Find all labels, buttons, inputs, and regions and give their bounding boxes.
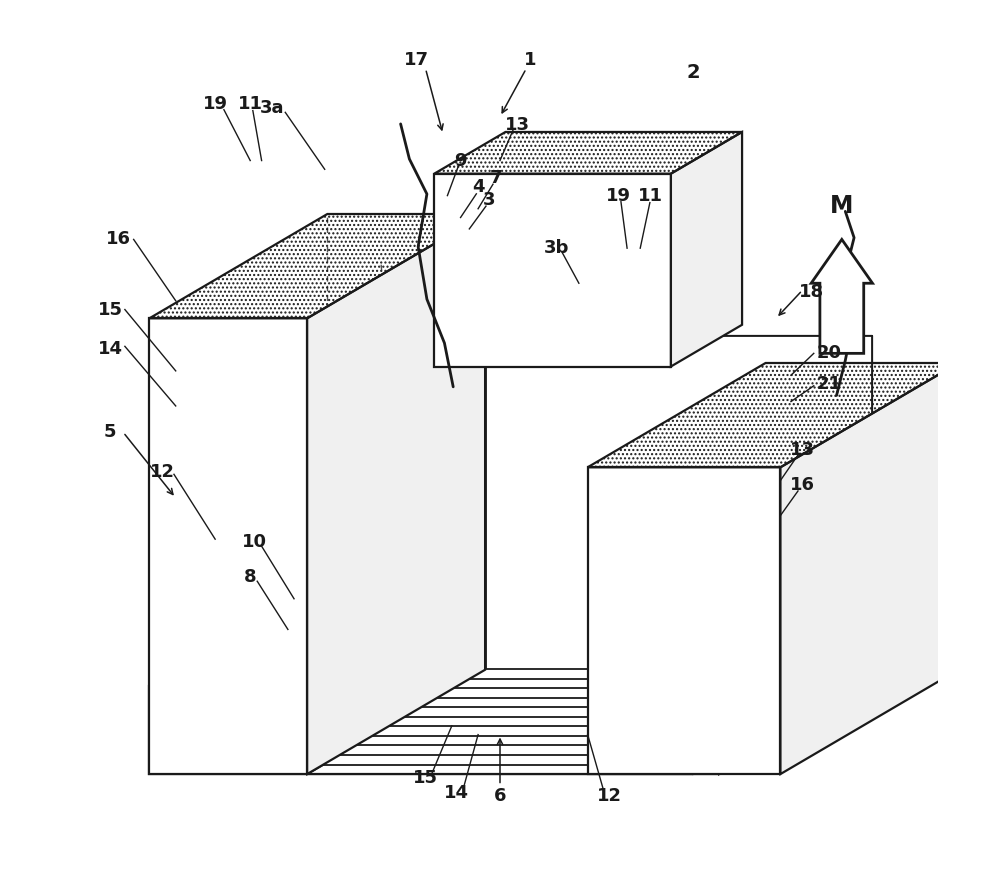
Text: M: M <box>830 193 854 218</box>
Polygon shape <box>421 365 823 374</box>
Polygon shape <box>470 346 855 678</box>
Polygon shape <box>372 403 758 736</box>
Polygon shape <box>725 413 742 755</box>
Text: 13: 13 <box>505 116 530 134</box>
Polygon shape <box>307 431 709 441</box>
Text: 5: 5 <box>104 423 116 441</box>
Text: 17: 17 <box>404 51 429 69</box>
Text: 16: 16 <box>790 475 815 494</box>
Polygon shape <box>405 384 790 717</box>
Polygon shape <box>839 346 855 688</box>
Text: 15: 15 <box>413 769 438 788</box>
Text: 18: 18 <box>799 283 824 301</box>
Text: 6: 6 <box>494 787 506 805</box>
Polygon shape <box>807 365 823 707</box>
Polygon shape <box>340 413 742 422</box>
Polygon shape <box>774 384 790 727</box>
Text: 13: 13 <box>790 441 815 459</box>
Polygon shape <box>811 239 872 354</box>
Polygon shape <box>454 346 855 355</box>
Text: 3: 3 <box>482 191 495 209</box>
Polygon shape <box>758 393 774 736</box>
Polygon shape <box>790 374 807 717</box>
Polygon shape <box>780 363 958 774</box>
Text: 4: 4 <box>472 178 484 196</box>
Polygon shape <box>149 318 307 774</box>
Polygon shape <box>323 422 725 431</box>
Polygon shape <box>588 467 780 774</box>
Text: 10: 10 <box>242 533 267 550</box>
Polygon shape <box>323 431 709 765</box>
Text: 20: 20 <box>816 344 841 363</box>
Polygon shape <box>719 573 912 774</box>
Polygon shape <box>149 573 912 686</box>
Polygon shape <box>437 355 839 365</box>
Polygon shape <box>470 336 872 346</box>
Polygon shape <box>855 336 872 678</box>
Text: 11: 11 <box>638 187 663 205</box>
Text: 7: 7 <box>489 169 502 187</box>
Text: 3b: 3b <box>544 239 570 258</box>
Text: 9: 9 <box>454 152 467 169</box>
Polygon shape <box>389 384 790 393</box>
Polygon shape <box>307 214 485 774</box>
Polygon shape <box>356 413 742 745</box>
Text: 14: 14 <box>444 784 469 803</box>
Text: 8: 8 <box>244 568 257 586</box>
Polygon shape <box>671 132 742 367</box>
Text: 11: 11 <box>238 94 263 113</box>
Polygon shape <box>454 355 839 688</box>
Polygon shape <box>356 403 758 413</box>
Text: 12: 12 <box>150 463 175 481</box>
Text: 3a: 3a <box>260 99 284 117</box>
Polygon shape <box>421 374 807 707</box>
Text: 19: 19 <box>203 94 228 113</box>
Polygon shape <box>340 422 725 755</box>
Polygon shape <box>149 686 719 774</box>
Polygon shape <box>693 431 709 774</box>
Polygon shape <box>437 365 823 698</box>
Polygon shape <box>486 336 872 669</box>
Polygon shape <box>434 174 671 367</box>
Text: 19: 19 <box>606 187 631 205</box>
Text: 21: 21 <box>816 375 841 393</box>
Text: 15: 15 <box>97 301 122 318</box>
Polygon shape <box>823 355 839 698</box>
Text: 14: 14 <box>97 340 122 358</box>
Polygon shape <box>742 403 758 745</box>
Polygon shape <box>372 393 774 403</box>
Text: 12: 12 <box>597 787 622 805</box>
Text: 1: 1 <box>524 51 537 69</box>
Text: 16: 16 <box>106 230 131 249</box>
Text: 2: 2 <box>686 64 700 82</box>
Polygon shape <box>389 393 774 727</box>
Polygon shape <box>709 422 725 765</box>
Polygon shape <box>405 374 807 384</box>
Polygon shape <box>307 441 693 774</box>
